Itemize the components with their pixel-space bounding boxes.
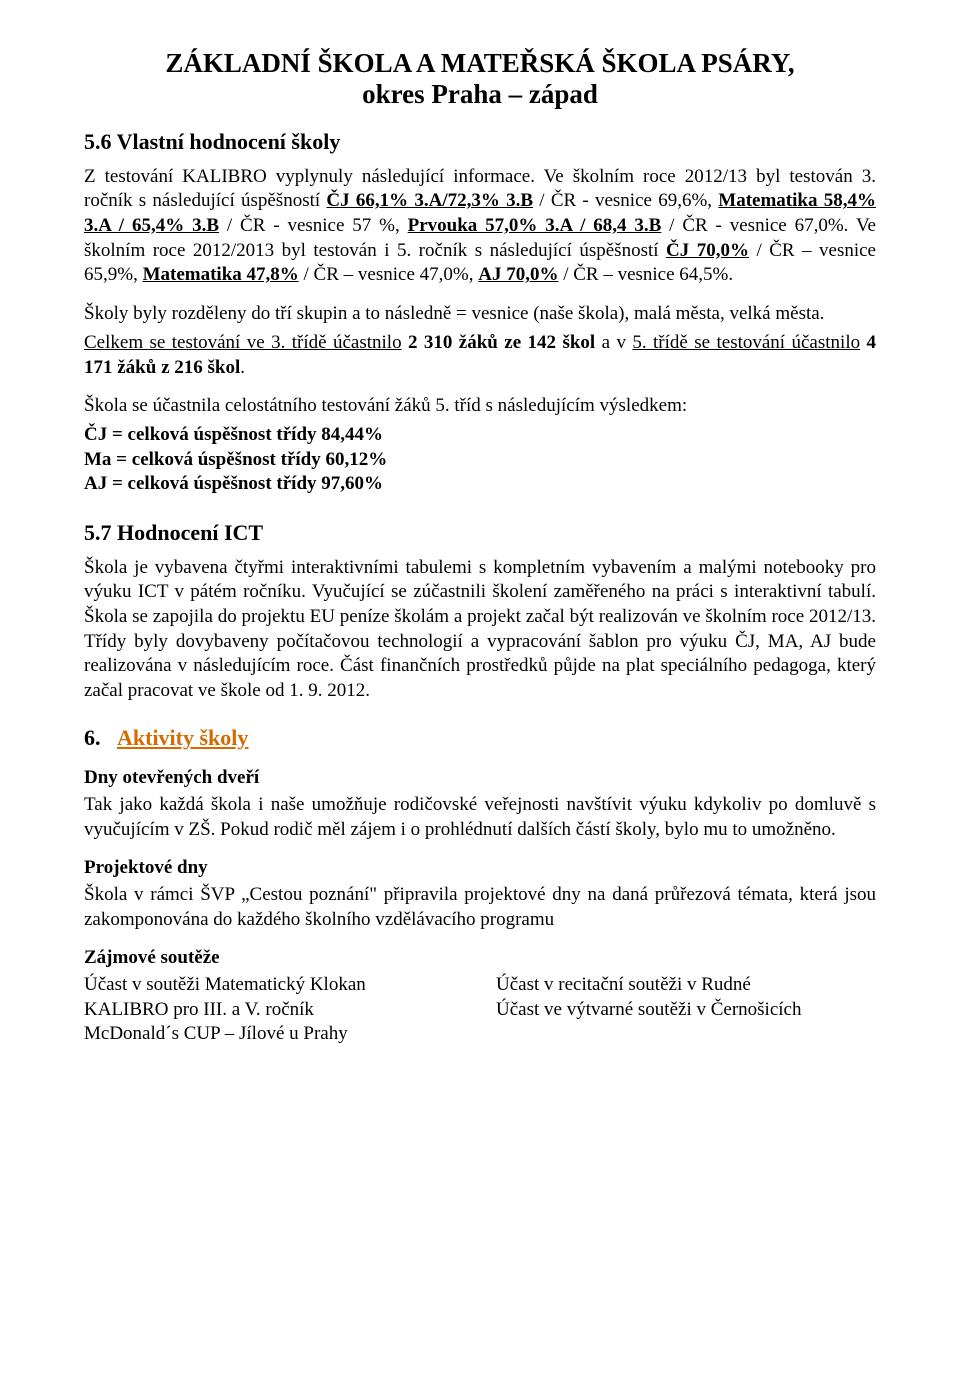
metric-ma-5: Matematika 47,8% [143,264,299,285]
sec57-paragraph-1: Škola je vybavena čtyřmi interaktivními … [84,556,876,704]
metric-aj-5: AJ 70,0% [478,264,558,285]
competitions-right: Účast v recitační soutěži v Rudné Účast … [496,973,876,1047]
sec56-paragraph-4: Škola se účastnila celostátního testován… [84,394,876,419]
title-line-1: ZÁKLADNÍ ŠKOLA A MATEŘSKÁ ŠKOLA PSÁRY, [165,48,794,78]
section-5-6-heading: 5.6 Vlastní hodnocení školy [84,128,876,157]
document-title: ZÁKLADNÍ ŠKOLA A MATEŘSKÁ ŠKOLA PSÁRY, o… [84,48,876,110]
sec56-paragraph-2: Školy byly rozděleny do tří skupin a to … [84,302,876,327]
metric-prvouka-3: Prvouka 57,0% 3.A / 68,4 3.B [408,215,662,236]
result-ma: Ma = celková úspěšnost třídy 60,12% [84,448,876,473]
competitions-left: Účast v soutěži Matematický Klokan KALIB… [84,973,464,1047]
text-run: / ČR – vesnice 47,0%, [299,264,478,285]
subheading-competitions: Zájmové soutěže [84,946,876,971]
project-days-paragraph: Škola v rámci ŠVP „Cestou poznání" připr… [84,883,876,932]
subheading-project-days: Projektové dny [84,856,876,881]
metric-cj-3: ČJ 66,1% 3.A/72,3% 3.B [326,190,533,211]
text-underline: Celkem se testování ve 3. třídě účastnil… [84,332,402,353]
text-run: / ČR – vesnice 64,5%. [558,264,733,285]
metric-cj-5: ČJ 70,0% [666,240,749,261]
count-3rd-grade: 2 310 žáků ze 142 škol [402,332,596,353]
text-run: . [240,357,245,378]
section-5-7-heading: 5.7 Hodnocení ICT [84,519,876,548]
competition-item: McDonald´s CUP – Jílové u Prahy [84,1022,464,1047]
text-underline: 5. třídě se testování účastnilo [632,332,860,353]
competition-item: Účast ve výtvarné soutěži v Černošicích [496,998,876,1023]
text-run: / ČR - vesnice 57 %, [219,215,408,236]
competition-item: Účast v recitační soutěži v Rudné [496,973,876,998]
result-aj: AJ = celková úspěšnost třídy 97,60% [84,472,876,497]
page: ZÁKLADNÍ ŠKOLA A MATEŘSKÁ ŠKOLA PSÁRY, o… [0,0,960,1107]
competition-item: KALIBRO pro III. a V. ročník [84,998,464,1023]
open-days-paragraph: Tak jako každá škola i naše umožňuje rod… [84,793,876,842]
section-6-heading: 6. Aktivity školy [84,724,876,753]
result-cj: ČJ = celková úspěšnost třídy 84,44% [84,423,876,448]
section-6-title: Aktivity školy [117,725,248,750]
text-run: / ČR - vesnice 69,6%, [533,190,718,211]
text-run: a v [595,332,632,353]
sec56-paragraph-3: Celkem se testování ve 3. třídě účastnil… [84,331,876,380]
sec56-paragraph-1: Z testování KALIBRO vyplynuly následujíc… [84,165,876,288]
subheading-open-days: Dny otevřených dveří [84,766,876,791]
title-line-2: okres Praha – západ [362,79,598,109]
competition-item: Účast v soutěži Matematický Klokan [84,973,464,998]
section-6-number: 6. [84,725,101,750]
competitions-columns: Účast v soutěži Matematický Klokan KALIB… [84,973,876,1047]
